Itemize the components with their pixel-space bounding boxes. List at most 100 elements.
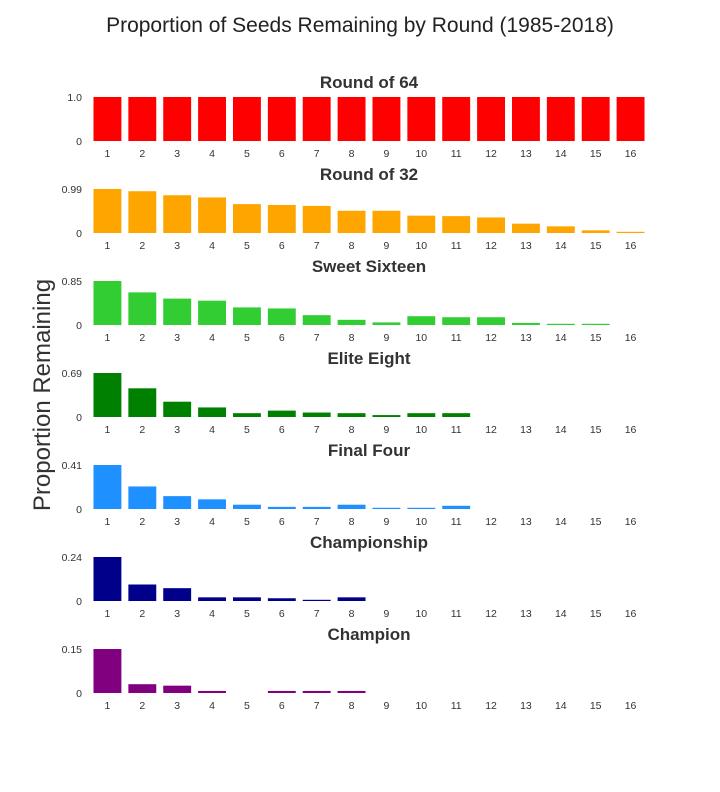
x-tick-label: 15 (590, 424, 602, 436)
bar (337, 597, 366, 601)
bar (128, 584, 157, 601)
panel-title: Final Four (328, 441, 411, 460)
bar (511, 322, 540, 325)
x-tick-label: 8 (349, 516, 355, 528)
bar (442, 505, 471, 509)
x-tick-label: 12 (485, 700, 497, 712)
bar (616, 231, 645, 233)
bar (302, 690, 331, 693)
y-tick-label: 0.24 (62, 552, 83, 564)
x-tick-label: 4 (209, 608, 215, 620)
bar (442, 216, 471, 233)
bar (198, 97, 227, 141)
x-tick-label: 14 (555, 516, 567, 528)
y-tick-label: 0 (76, 596, 82, 608)
x-tick-label: 12 (485, 148, 497, 160)
bar (302, 97, 331, 141)
bar (337, 319, 366, 325)
panel-title: Championship (310, 533, 428, 552)
x-tick-label: 3 (174, 240, 180, 252)
x-tick-label: 16 (625, 148, 637, 160)
bar (267, 205, 296, 233)
panel-title: Round of 32 (320, 165, 418, 184)
bar (128, 191, 157, 233)
x-tick-label: 12 (485, 240, 497, 252)
x-tick-label: 2 (139, 700, 145, 712)
x-tick-label: 4 (209, 700, 215, 712)
x-tick-label: 13 (520, 608, 532, 620)
x-tick-label: 2 (139, 424, 145, 436)
x-tick-label: 2 (139, 608, 145, 620)
bar (372, 210, 401, 233)
bar (232, 204, 261, 233)
bar (128, 486, 157, 509)
x-tick-label: 1 (105, 240, 111, 252)
y-tick-label: 0.41 (62, 460, 83, 472)
bar (128, 97, 157, 141)
x-tick-label: 11 (451, 332, 462, 344)
bar (546, 97, 575, 141)
y-tick-label: 0 (76, 688, 82, 700)
x-tick-label: 16 (625, 700, 637, 712)
bar (302, 412, 331, 417)
x-tick-label: 16 (625, 424, 637, 436)
bar (302, 599, 331, 601)
x-tick-label: 3 (174, 148, 180, 160)
x-tick-label: 6 (279, 700, 285, 712)
x-tick-label: 10 (415, 516, 427, 528)
bar (302, 506, 331, 509)
x-tick-label: 8 (349, 332, 355, 344)
x-tick-label: 4 (209, 332, 215, 344)
bar (477, 317, 506, 325)
bar (93, 557, 122, 601)
x-tick-label: 8 (349, 424, 355, 436)
bar (581, 97, 610, 141)
bar (232, 307, 261, 325)
x-tick-label: 3 (174, 424, 180, 436)
bar (337, 413, 366, 417)
bar (267, 410, 296, 417)
bar (616, 97, 645, 141)
bar (407, 316, 436, 325)
bar (372, 507, 401, 509)
x-tick-label: 6 (279, 608, 285, 620)
x-tick-label: 7 (314, 240, 320, 252)
x-tick-label: 3 (174, 608, 180, 620)
bar (511, 97, 540, 141)
bar (372, 322, 401, 325)
x-tick-label: 1 (105, 424, 111, 436)
bar (93, 465, 122, 509)
panel-title: Sweet Sixteen (312, 257, 426, 276)
x-tick-label: 11 (451, 240, 462, 252)
x-tick-label: 1 (105, 332, 111, 344)
bar (198, 407, 227, 417)
x-tick-label: 6 (279, 240, 285, 252)
x-tick-label: 15 (590, 240, 602, 252)
x-tick-label: 14 (555, 240, 567, 252)
x-tick-label: 2 (139, 148, 145, 160)
x-tick-label: 12 (485, 424, 497, 436)
x-tick-label: 11 (451, 148, 462, 160)
x-tick-label: 11 (451, 608, 462, 620)
x-tick-label: 7 (314, 148, 320, 160)
x-tick-label: 13 (520, 148, 532, 160)
x-tick-label: 10 (415, 332, 427, 344)
y-tick-label: 1.0 (67, 92, 82, 104)
bar (581, 230, 610, 233)
x-tick-label: 16 (625, 608, 637, 620)
panels-group: Round of 641.001 2 3 4 5 6 7 8 9 10 11 12 13 14 15 16Ro… (62, 73, 645, 712)
x-tick-label: 15 (590, 608, 602, 620)
y-tick-label: 0 (76, 412, 82, 424)
x-tick-label: 15 (590, 148, 602, 160)
bar (232, 504, 261, 509)
y-tick-label: 0.15 (62, 644, 83, 656)
bar (477, 217, 506, 233)
x-tick-label: 7 (314, 424, 320, 436)
bar (93, 373, 122, 417)
x-tick-label: 9 (384, 240, 390, 252)
panel-title: Champion (327, 625, 410, 644)
